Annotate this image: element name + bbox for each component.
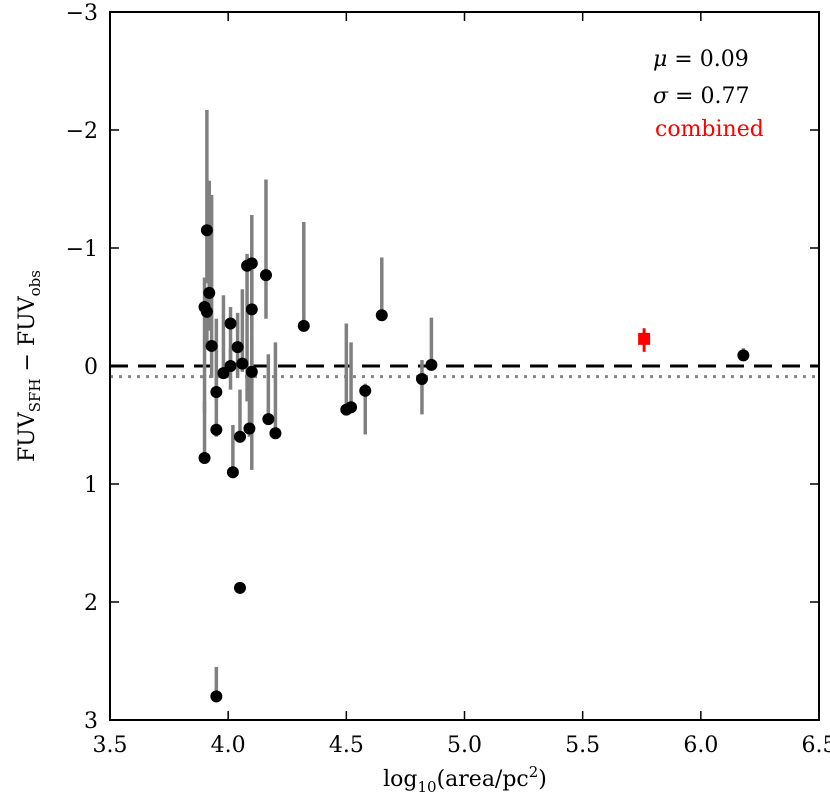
y-tick-label: 1 (84, 473, 98, 498)
x-tick-label: 6.0 (683, 733, 718, 758)
annotation-mu: μ = 0.09 (653, 47, 749, 72)
data-point-1 (200, 224, 213, 237)
data-point-14 (233, 581, 246, 594)
data-point-24 (269, 427, 282, 440)
y-tick-label: −2 (66, 119, 98, 144)
data-point-8 (210, 690, 223, 703)
data-point-27 (345, 401, 358, 414)
data-point-5 (198, 452, 211, 465)
data-point-22 (259, 269, 272, 282)
x-tick-label: 4.0 (211, 733, 246, 758)
data-point-3 (203, 286, 216, 299)
data-point-30 (415, 372, 428, 385)
annotation-sigma: σ = 0.77 (653, 84, 749, 109)
data-point-31 (425, 358, 438, 371)
data-point-11 (224, 360, 237, 372)
x-tick-label: 3.5 (93, 733, 128, 758)
data-point-16 (236, 357, 249, 370)
axis-tick-labels: 3.5 4.0 4.5 5.0 5.5 6.0 6.5 −3 −2 −1 0 1 2 3 (66, 1, 830, 758)
y-tick-label: 3 (84, 709, 98, 734)
data-point-10 (224, 317, 237, 330)
data-point-15 (233, 430, 246, 443)
x-tick-label: 6.5 (802, 733, 830, 758)
y-axis-label: FUVSFH − FUVobs (15, 270, 44, 462)
data-point-4 (205, 339, 218, 352)
data-point-6 (210, 385, 223, 398)
annotation-combined: combined (655, 117, 764, 142)
data-point-13 (231, 341, 244, 354)
data-point-18 (243, 422, 256, 435)
data-point-19 (245, 257, 258, 270)
x-tick-label: 5.5 (565, 733, 600, 758)
axis-ticks (109, 11, 820, 721)
y-tick-label: −1 (66, 237, 98, 262)
error-bars (202, 109, 746, 703)
y-tick-label: 2 (84, 591, 98, 616)
data-points (198, 224, 750, 703)
data-point-28 (359, 384, 372, 397)
data-point-21 (245, 365, 258, 378)
x-tick-label: 5.0 (447, 733, 482, 758)
x-tick-label: 4.5 (329, 733, 364, 758)
y-tick-label: 0 (84, 355, 98, 380)
data-point-25 (297, 319, 310, 332)
data-point-2 (200, 305, 213, 318)
data-point-12 (226, 466, 239, 479)
combined-point (638, 332, 651, 345)
x-axis-label: log10(area/pc2) (383, 763, 547, 796)
data-point-7 (210, 423, 223, 436)
data-point-32 (737, 349, 750, 362)
y-tick-label: −3 (66, 1, 98, 26)
data-point-23 (262, 413, 275, 426)
data-point-20 (245, 303, 258, 316)
data-point-29 (375, 309, 388, 322)
